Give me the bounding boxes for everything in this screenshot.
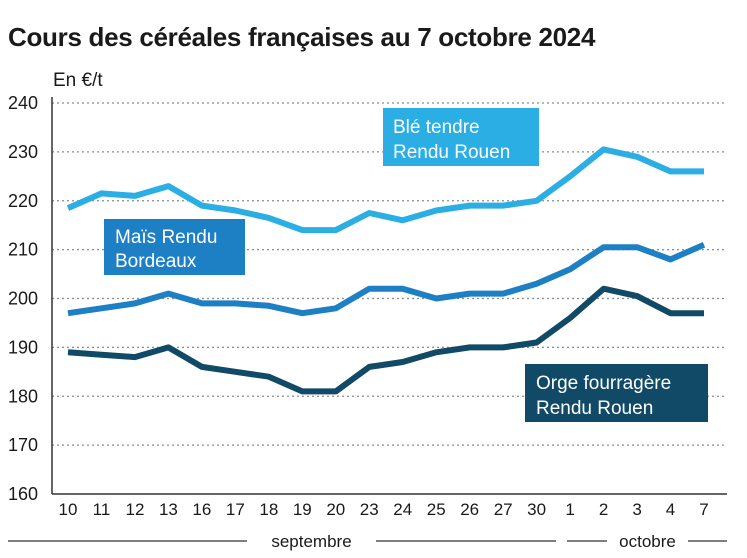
month-label: octobre bbox=[619, 532, 676, 551]
y-tick-label: 220 bbox=[8, 191, 38, 211]
x-tick-label: 7 bbox=[699, 500, 708, 519]
y-axis-unit-label: En €/t bbox=[53, 70, 103, 91]
y-tick-label: 230 bbox=[8, 142, 38, 162]
y-tick-label: 200 bbox=[8, 289, 38, 309]
x-tick-label: 16 bbox=[192, 500, 211, 519]
series-label-box bbox=[104, 219, 245, 275]
x-tick-label: 1 bbox=[565, 500, 574, 519]
x-tick-label: 3 bbox=[632, 500, 641, 519]
x-tick-label: 4 bbox=[666, 500, 675, 519]
x-tick-label: 25 bbox=[427, 500, 446, 519]
series-label: Rendu Rouen bbox=[393, 142, 510, 163]
x-tick-label: 13 bbox=[159, 500, 178, 519]
x-tick-label: 17 bbox=[226, 500, 245, 519]
y-tick-label: 160 bbox=[8, 484, 38, 504]
x-tick-label: 26 bbox=[460, 500, 479, 519]
y-tick-label: 190 bbox=[8, 337, 38, 357]
series-line bbox=[66, 146, 704, 234]
x-tick-label: 19 bbox=[293, 500, 312, 519]
series-label-box bbox=[525, 364, 708, 422]
series-line bbox=[67, 241, 706, 317]
series-label: Rendu Rouen bbox=[536, 398, 653, 419]
series-label: Blé tendre bbox=[393, 117, 480, 138]
series-label-box bbox=[383, 108, 539, 166]
series-label: Bordeaux bbox=[115, 251, 197, 272]
series-line bbox=[67, 285, 704, 395]
x-tick-label: 24 bbox=[393, 500, 412, 519]
series-label: Maïs Rendu bbox=[115, 227, 217, 248]
x-tick-label: 20 bbox=[326, 500, 345, 519]
y-tick-label: 180 bbox=[8, 386, 38, 406]
x-tick-label: 30 bbox=[527, 500, 546, 519]
month-label: septembre bbox=[271, 532, 351, 551]
x-tick-label: 12 bbox=[125, 500, 144, 519]
y-tick-label: 210 bbox=[8, 240, 38, 260]
y-tick-label: 170 bbox=[8, 435, 38, 455]
series-label: Orge fourragère bbox=[536, 373, 671, 394]
x-tick-label: 2 bbox=[599, 500, 608, 519]
x-tick-label: 18 bbox=[259, 500, 278, 519]
x-tick-label: 10 bbox=[59, 500, 78, 519]
chart-title: Cours des céréales françaises au 7 octob… bbox=[8, 22, 596, 52]
x-tick-label: 23 bbox=[360, 500, 379, 519]
x-tick-label: 27 bbox=[494, 500, 513, 519]
y-tick-label: 240 bbox=[8, 93, 38, 113]
x-tick-label: 11 bbox=[93, 500, 111, 519]
